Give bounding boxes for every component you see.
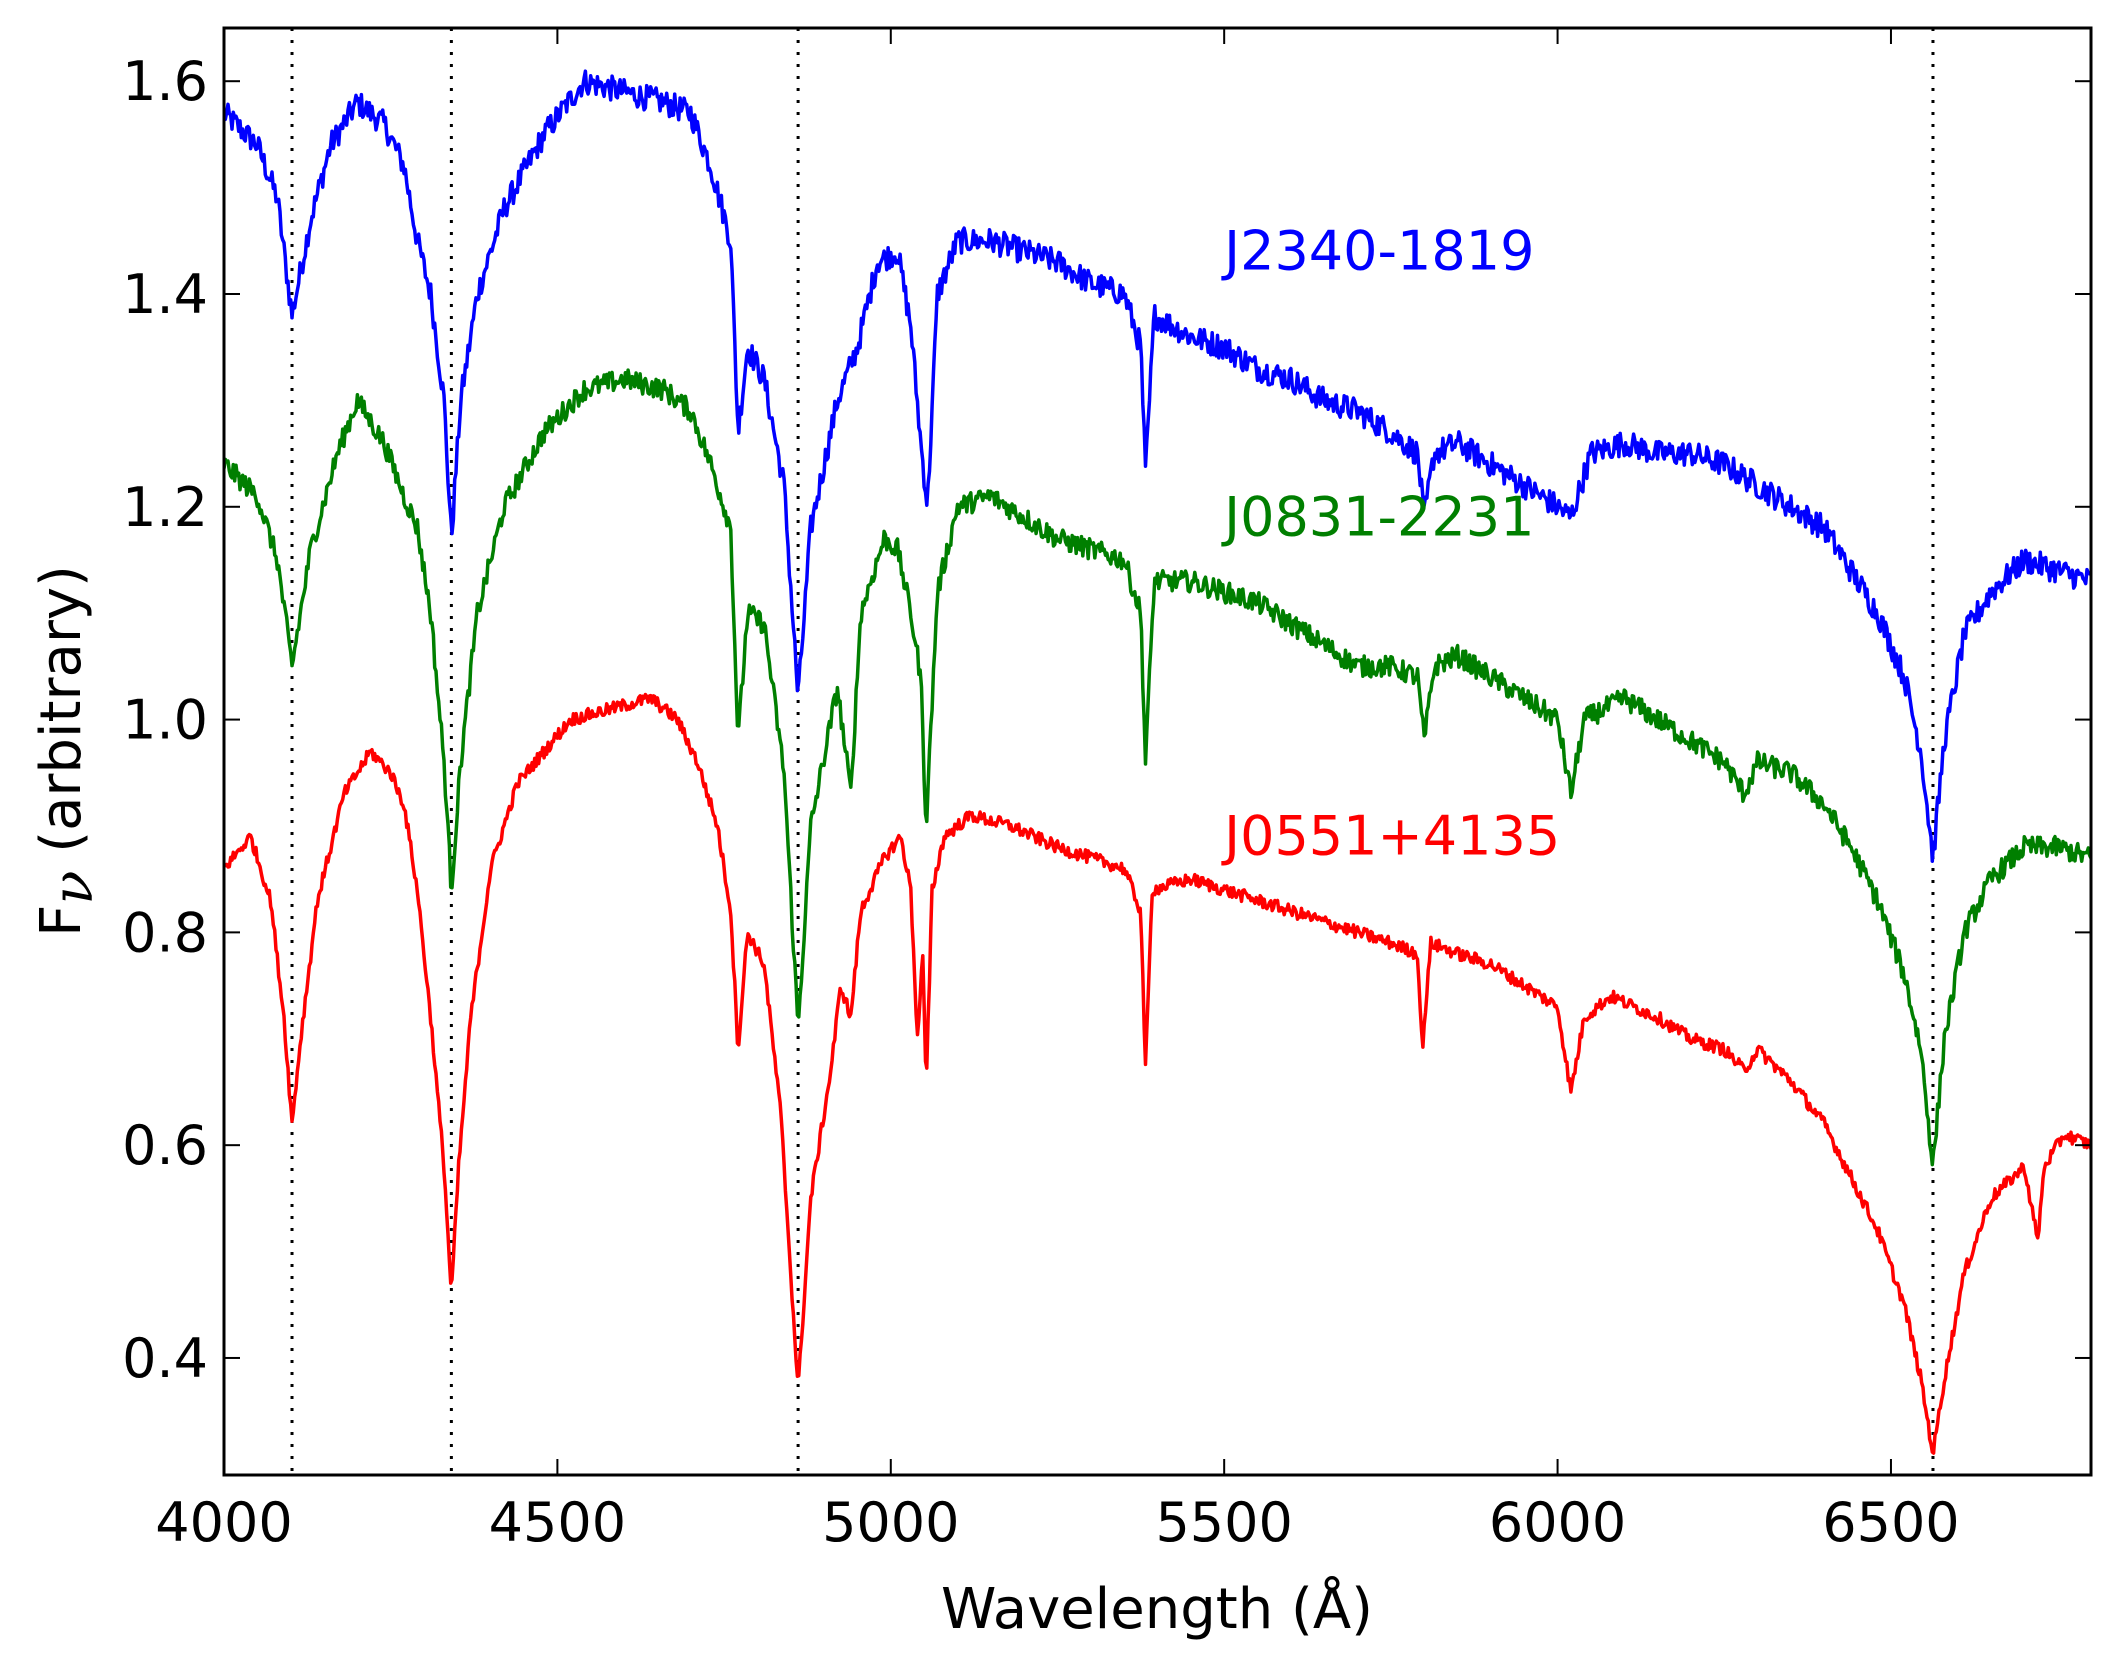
y-axis-title-main: F [29,905,94,937]
series-labels: J2340-1819 J0831-2231 J0551+4135 [1221,219,1560,867]
y-tick-label: 0.4 [122,1327,208,1390]
y-axis-title-rest: (arbitrary) [29,565,94,870]
y-axis-title-symbol: ν [41,871,106,905]
series-label: J0831-2231 [1221,485,1534,548]
series-label: J0551+4135 [1221,805,1560,868]
y-tick-label: 1.0 [122,689,208,752]
y-tick-label: 0.6 [122,1114,208,1177]
series-line [224,692,2091,1455]
y-tick-label: 0.8 [122,901,208,964]
x-tick-label: 6500 [1822,1491,1959,1554]
y-tick-label: 1.4 [122,263,208,326]
series-line [224,368,2091,1167]
series-lines [224,69,2091,1455]
plot-frame [222,26,2093,1477]
series-label: J2340-1819 [1221,219,1534,282]
x-tick-label: 4000 [155,1491,292,1554]
x-tick-label: 6000 [1489,1491,1626,1554]
series-line [224,69,2091,863]
x-tick-label: 4500 [489,1491,626,1554]
reference-lines [290,28,1935,1475]
x-tick-label: 5000 [822,1491,959,1554]
x-tick-label: 5500 [1155,1491,1292,1554]
y-axis-title: Fν (arbitrary) [29,565,106,937]
x-axis-title: Wavelength (Å) [941,1576,1373,1642]
y-tick-label: 1.2 [122,476,208,539]
x-axis-ticks: 4000 4500 5000 5500 6000 6500 [155,28,1960,1554]
y-tick-label: 1.6 [122,50,208,113]
y-axis-ticks: 0.4 0.6 0.8 1.0 1.2 1.4 1.6 [122,50,2091,1390]
